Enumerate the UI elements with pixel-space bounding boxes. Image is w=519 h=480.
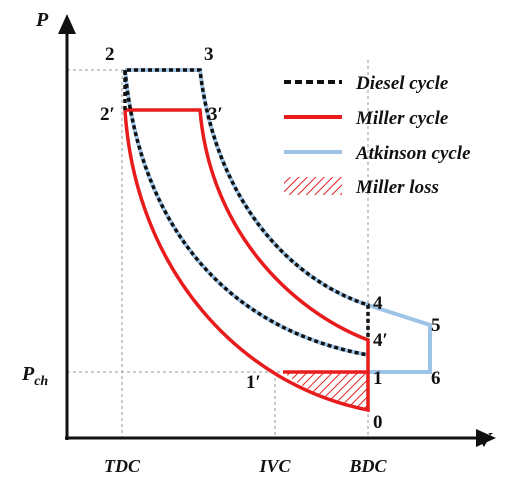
marker-label: BDC: [348, 456, 387, 476]
point-label: 3′: [208, 104, 223, 125]
y-arrow: [58, 14, 76, 34]
legend-label: Miller cycle: [355, 108, 449, 129]
legend: Diesel cycle Miller cycle Atkinson cycle…: [284, 73, 471, 198]
legend-label: Diesel cycle: [355, 73, 449, 94]
point-label: 0: [373, 412, 383, 433]
x-arrow: [476, 429, 496, 447]
legend-label: Miller loss: [355, 177, 439, 198]
x-axis-label: V: [478, 429, 493, 451]
point-label: 3: [204, 44, 214, 65]
pch-sub: ch: [34, 374, 48, 389]
miller-cycle: [123, 108, 370, 413]
axes: [65, 28, 484, 440]
y-axis-label: P: [35, 9, 49, 31]
pch-label: Pch: [21, 363, 48, 389]
point-label: 2: [105, 44, 115, 65]
diesel-cycle: [123, 68, 370, 357]
pch-base: P: [21, 363, 35, 385]
marker-label: TDC: [104, 456, 141, 476]
marker-label: IVC: [258, 456, 291, 476]
point-label: 5: [431, 315, 441, 336]
point-label: 1′: [246, 372, 261, 393]
point-label: 6: [431, 368, 441, 389]
point-label: 1: [373, 368, 383, 389]
miller-loss-area: [283, 372, 368, 410]
point-label: 4: [373, 293, 383, 314]
point-label: 4′: [373, 330, 388, 351]
legend-label: Atkinson cycle: [355, 143, 471, 164]
point-label: 2′: [100, 104, 115, 125]
